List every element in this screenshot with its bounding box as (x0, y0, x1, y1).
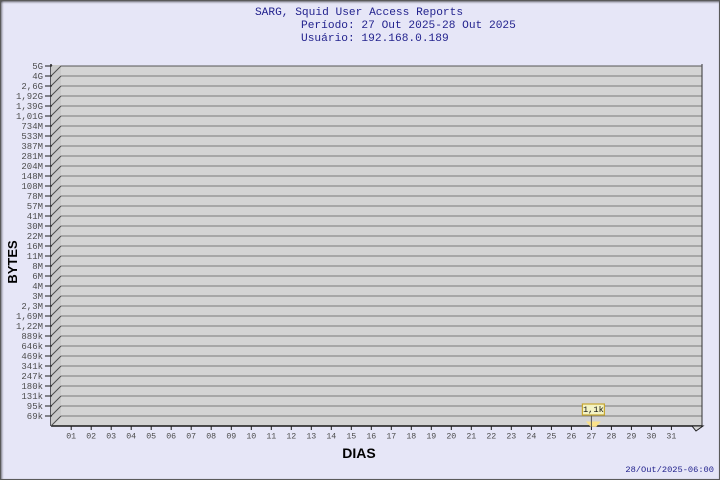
svg-text:16: 16 (366, 433, 376, 442)
svg-text:247k: 247k (21, 372, 43, 382)
svg-text:6M: 6M (32, 272, 43, 282)
svg-text:17: 17 (386, 433, 396, 442)
svg-text:11: 11 (266, 433, 276, 442)
svg-text:19: 19 (426, 433, 436, 442)
svg-text:108M: 108M (21, 182, 43, 192)
svg-text:95k: 95k (27, 402, 43, 412)
svg-text:22M: 22M (27, 232, 43, 242)
svg-text:29: 29 (626, 433, 636, 442)
svg-text:30M: 30M (27, 222, 43, 232)
svg-text:31: 31 (666, 433, 676, 442)
svg-text:533M: 533M (21, 132, 43, 142)
svg-text:57M: 57M (27, 202, 43, 212)
svg-text:8M: 8M (32, 262, 43, 272)
svg-text:69k: 69k (27, 412, 43, 422)
svg-text:06: 06 (166, 433, 176, 442)
svg-text:148M: 148M (21, 172, 43, 182)
svg-text:15: 15 (346, 433, 356, 442)
svg-text:12: 12 (286, 433, 296, 442)
svg-text:26: 26 (566, 433, 576, 442)
svg-text:469k: 469k (21, 352, 43, 362)
svg-text:28: 28 (606, 433, 616, 442)
svg-text:646k: 646k (21, 342, 43, 352)
svg-text:21: 21 (466, 433, 476, 442)
svg-text:18: 18 (406, 433, 416, 442)
svg-text:41M: 41M (27, 212, 43, 222)
svg-text:03: 03 (106, 433, 116, 442)
svg-text:204M: 204M (21, 162, 43, 172)
svg-text:16M: 16M (27, 242, 43, 252)
svg-text:24: 24 (526, 433, 536, 442)
svg-text:1,92G: 1,92G (16, 92, 43, 102)
svg-text:5G: 5G (32, 62, 43, 72)
svg-text:02: 02 (86, 433, 96, 442)
svg-text:08: 08 (206, 433, 216, 442)
svg-text:78M: 78M (27, 192, 43, 202)
svg-text:4G: 4G (32, 72, 43, 82)
svg-text:1,69M: 1,69M (16, 312, 43, 322)
svg-text:22: 22 (486, 433, 496, 442)
svg-text:30: 30 (646, 433, 656, 442)
svg-text:05: 05 (146, 433, 156, 442)
svg-text:13: 13 (306, 433, 316, 442)
svg-text:20: 20 (446, 433, 456, 442)
svg-text:23: 23 (506, 433, 516, 442)
svg-text:1,39G: 1,39G (16, 102, 43, 112)
svg-text:04: 04 (126, 433, 136, 442)
svg-text:09: 09 (226, 433, 236, 442)
svg-text:734M: 734M (21, 122, 43, 132)
svg-text:341k: 341k (21, 362, 43, 372)
svg-text:11M: 11M (27, 252, 43, 262)
svg-text:4M: 4M (32, 282, 43, 292)
svg-text:14: 14 (326, 433, 336, 442)
svg-text:1,1k: 1,1k (583, 405, 604, 415)
svg-text:889k: 889k (21, 332, 43, 342)
svg-text:07: 07 (186, 433, 196, 442)
svg-text:10: 10 (246, 433, 256, 442)
svg-text:2,6G: 2,6G (21, 82, 43, 92)
svg-text:01: 01 (66, 433, 76, 442)
svg-text:25: 25 (546, 433, 556, 442)
svg-text:281M: 281M (21, 152, 43, 162)
svg-text:1,01G: 1,01G (16, 112, 43, 122)
svg-text:387M: 387M (21, 142, 43, 152)
svg-text:3M: 3M (32, 292, 43, 302)
svg-text:180k: 180k (21, 382, 43, 392)
svg-text:131k: 131k (21, 392, 43, 402)
svg-text:1,22M: 1,22M (16, 322, 43, 332)
svg-text:27: 27 (586, 433, 596, 442)
svg-text:2,3M: 2,3M (21, 302, 43, 312)
